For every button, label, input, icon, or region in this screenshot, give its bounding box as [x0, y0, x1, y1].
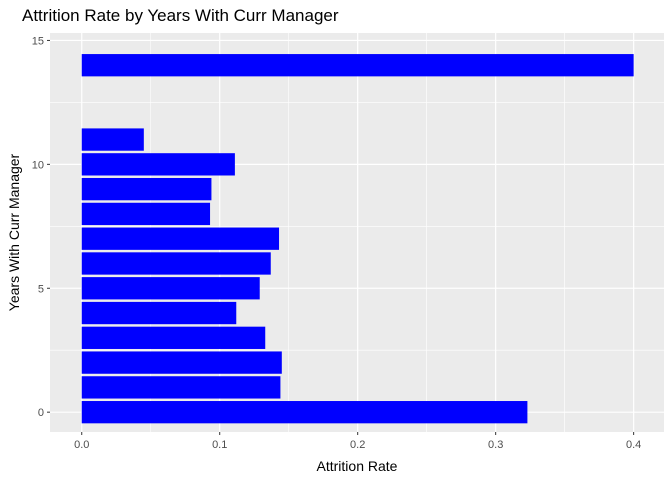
bar-years-10	[81, 153, 235, 176]
x-tick-label: 0.1	[212, 439, 227, 451]
x-tick-label: 0.4	[626, 439, 641, 451]
bar-years-1	[81, 376, 281, 399]
bar-years-4	[81, 301, 237, 325]
bar-years-5	[81, 277, 260, 300]
bar-years-11	[81, 128, 144, 151]
x-tick-label: 0.3	[488, 439, 503, 451]
x-tick-label: 0.0	[74, 439, 89, 451]
bars	[81, 54, 634, 424]
y-axis-ticks: 0 5 10 15	[32, 35, 50, 419]
y-axis-title: Years With Curr Manager	[6, 153, 22, 311]
y-tick-label: 10	[32, 159, 44, 171]
x-tick-label: 0.2	[350, 439, 365, 451]
bar-years-9	[81, 177, 212, 201]
bar-years-3	[81, 326, 266, 349]
bar-years-6	[81, 252, 271, 275]
bar-years-7	[81, 227, 280, 250]
y-tick-label: 5	[38, 283, 44, 295]
bar-years-0	[81, 401, 528, 424]
x-axis-title: Attrition Rate	[317, 458, 398, 474]
x-axis-ticks: 0.0 0.1 0.2 0.3 0.4	[74, 432, 641, 451]
bar-years-2	[81, 351, 282, 374]
bar-years-8	[81, 202, 211, 226]
bar-years-14	[81, 54, 634, 77]
y-tick-label: 0	[38, 407, 44, 419]
y-tick-label: 15	[32, 35, 44, 47]
chart-title: Attrition Rate by Years With Curr Manage…	[22, 6, 339, 25]
